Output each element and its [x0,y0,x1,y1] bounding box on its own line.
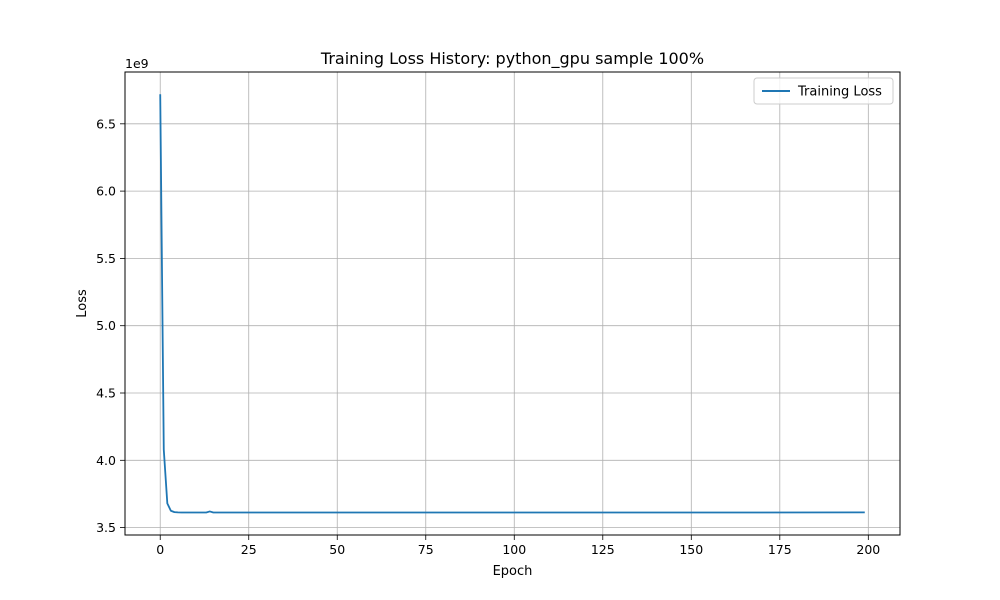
ticks: 0 25 50 75 100 125 150 175 200 3.5 4.0 4.5 5.0 5.5 6.0… [96,116,880,557]
y-tick-label: 3.5 [96,520,116,535]
y-tick-label: 5.0 [96,318,116,333]
y-tick-label: 4.0 [96,453,116,468]
x-tick-label: 150 [679,542,703,557]
chart-title: Training Loss History: python_gpu sample… [320,49,704,69]
axes-frame [124,71,901,536]
y-tick-label: 6.5 [96,116,116,131]
y-axis-label: Loss [75,289,90,318]
y-tick-label: 6.0 [96,184,116,199]
x-tick-label: 25 [241,542,257,557]
x-tick-label: 200 [856,542,880,557]
y-tick-label: 4.5 [96,386,116,401]
x-axis-label: Epoch [493,564,533,579]
legend-box [753,77,894,105]
grid-lines [125,72,900,535]
x-tick-label: 175 [768,542,792,557]
legend-label-training-loss: Training Loss [797,85,882,100]
y-tick-label: 5.5 [96,251,116,266]
x-tick-label: 50 [329,542,345,557]
series-line-training-loss [159,94,865,514]
x-tick-label: 100 [502,542,526,557]
series-layer [159,94,865,514]
x-tick-label: 0 [156,542,164,557]
x-tick-label: 125 [591,542,615,557]
x-tick-label: 75 [418,542,434,557]
legend: Training Loss [753,77,894,105]
y-offset-text: 1e9 [125,56,149,71]
